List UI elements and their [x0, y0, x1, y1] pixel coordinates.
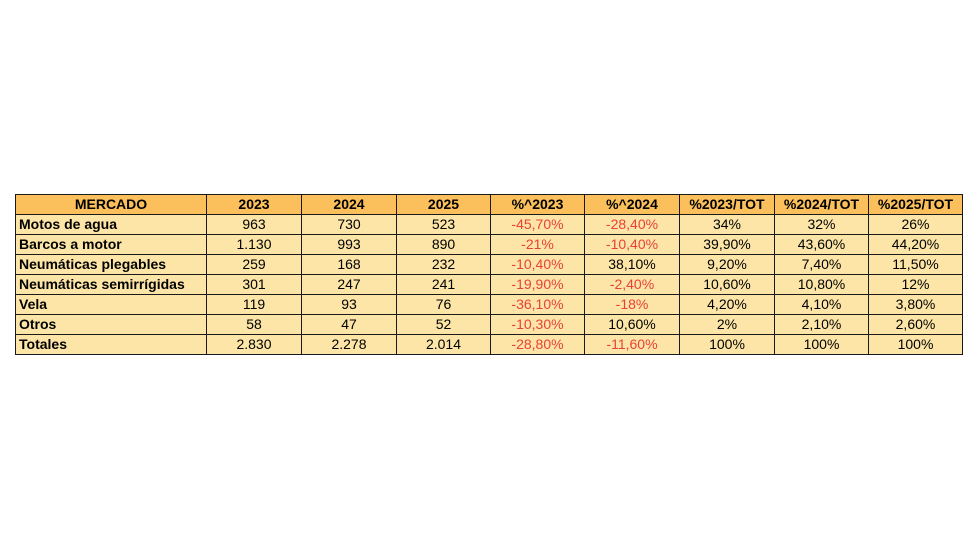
cell-pct-change-2023: -45,70%: [490, 214, 585, 235]
cell-pct-change-2023: -10,30%: [490, 314, 585, 335]
header-pct-2025-tot: %2025/TOT: [868, 194, 963, 215]
cell-pct-change-2024: 10,60%: [584, 314, 680, 335]
cell-pct-2025-tot: 2,60%: [868, 314, 963, 335]
header-2023: 2023: [206, 194, 302, 215]
cell-pct-change-2024: -2,40%: [584, 274, 680, 295]
cell-2024: 168: [301, 254, 397, 275]
header-mercado: MERCADO: [15, 194, 207, 215]
cell-pct-2025-tot: 11,50%: [868, 254, 963, 275]
cell-2023: 119: [206, 294, 302, 315]
cell-2025: 523: [396, 214, 491, 235]
cell-pct-2024-tot: 100%: [774, 334, 869, 355]
cell-2024: 2.278: [301, 334, 397, 355]
table-header: MERCADO 2023 2024 2025 %^2023 %^2024 %20…: [15, 194, 963, 215]
cell-pct-2025-tot: 100%: [868, 334, 963, 355]
cell-pct-2023-tot: 2%: [679, 314, 775, 335]
cell-2023: 963: [206, 214, 302, 235]
header-pct-2023-tot: %2023/TOT: [679, 194, 775, 215]
cell-2023: 58: [206, 314, 302, 335]
table-row: Otros 58 47 52 -10,30% 10,60% 2% 2,10% 2…: [15, 314, 963, 335]
cell-2025: 232: [396, 254, 491, 275]
cell-pct-2024-tot: 7,40%: [774, 254, 869, 275]
cell-pct-change-2024: -28,40%: [584, 214, 680, 235]
cell-pct-change-2023: -36,10%: [490, 294, 585, 315]
cell-2025: 241: [396, 274, 491, 295]
cell-2025: 52: [396, 314, 491, 335]
cell-2023: 1.130: [206, 234, 302, 255]
cell-pct-2025-tot: 12%: [868, 274, 963, 295]
cell-2024: 247: [301, 274, 397, 295]
table-row: Vela 119 93 76 -36,10% -18% 4,20% 4,10% …: [15, 294, 963, 315]
row-label: Otros: [15, 314, 207, 335]
table-row: Barcos a motor 1.130 993 890 -21% -10,40…: [15, 234, 963, 255]
cell-pct-change-2023: -21%: [490, 234, 585, 255]
cell-pct-change-2024: -10,40%: [584, 234, 680, 255]
cell-2025: 2.014: [396, 334, 491, 355]
cell-pct-2023-tot: 34%: [679, 214, 775, 235]
table-row: Neumáticas semirrígidas 301 247 241 -19,…: [15, 274, 963, 295]
cell-pct-2025-tot: 44,20%: [868, 234, 963, 255]
row-label: Barcos a motor: [15, 234, 207, 255]
cell-pct-2025-tot: 26%: [868, 214, 963, 235]
cell-2024: 993: [301, 234, 397, 255]
market-table: MERCADO 2023 2024 2025 %^2023 %^2024 %20…: [15, 194, 963, 355]
header-row: MERCADO 2023 2024 2025 %^2023 %^2024 %20…: [15, 194, 963, 215]
cell-pct-change-2024: 38,10%: [584, 254, 680, 275]
cell-pct-change-2023: -10,40%: [490, 254, 585, 275]
cell-2024: 93: [301, 294, 397, 315]
cell-pct-2024-tot: 32%: [774, 214, 869, 235]
header-pct-change-2023: %^2023: [490, 194, 585, 215]
cell-pct-change-2024: -18%: [584, 294, 680, 315]
header-pct-change-2024: %^2024: [584, 194, 680, 215]
market-table-container: MERCADO 2023 2024 2025 %^2023 %^2024 %20…: [15, 194, 963, 355]
cell-pct-2023-tot: 100%: [679, 334, 775, 355]
cell-pct-2023-tot: 4,20%: [679, 294, 775, 315]
cell-pct-change-2023: -19,90%: [490, 274, 585, 295]
row-label: Neumáticas plegables: [15, 254, 207, 275]
cell-pct-2025-tot: 3,80%: [868, 294, 963, 315]
cell-pct-2024-tot: 43,60%: [774, 234, 869, 255]
header-2024: 2024: [301, 194, 397, 215]
cell-2023: 301: [206, 274, 302, 295]
cell-2023: 259: [206, 254, 302, 275]
table-body: Motos de agua 963 730 523 -45,70% -28,40…: [15, 214, 963, 355]
cell-2024: 47: [301, 314, 397, 335]
cell-pct-2024-tot: 10,80%: [774, 274, 869, 295]
table-row: Motos de agua 963 730 523 -45,70% -28,40…: [15, 214, 963, 235]
cell-2024: 730: [301, 214, 397, 235]
cell-pct-2023-tot: 9,20%: [679, 254, 775, 275]
row-label: Motos de agua: [15, 214, 207, 235]
table-row-totals: Totales 2.830 2.278 2.014 -28,80% -11,60…: [15, 334, 963, 355]
table-row: Neumáticas plegables 259 168 232 -10,40%…: [15, 254, 963, 275]
cell-2025: 890: [396, 234, 491, 255]
cell-2023: 2.830: [206, 334, 302, 355]
cell-2025: 76: [396, 294, 491, 315]
header-pct-2024-tot: %2024/TOT: [774, 194, 869, 215]
cell-pct-change-2023: -28,80%: [490, 334, 585, 355]
row-label: Neumáticas semirrígidas: [15, 274, 207, 295]
cell-pct-2023-tot: 10,60%: [679, 274, 775, 295]
cell-pct-2023-tot: 39,90%: [679, 234, 775, 255]
cell-pct-2024-tot: 2,10%: [774, 314, 869, 335]
header-2025: 2025: [396, 194, 491, 215]
cell-pct-2024-tot: 4,10%: [774, 294, 869, 315]
row-label: Totales: [15, 334, 207, 355]
cell-pct-change-2024: -11,60%: [584, 334, 680, 355]
row-label: Vela: [15, 294, 207, 315]
